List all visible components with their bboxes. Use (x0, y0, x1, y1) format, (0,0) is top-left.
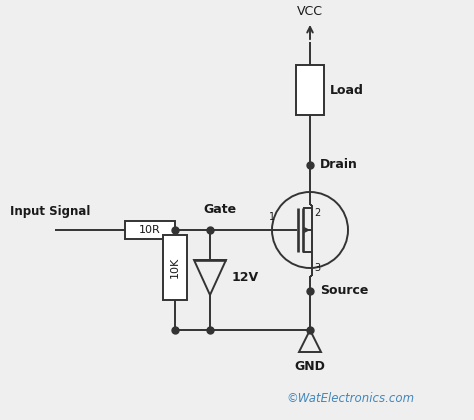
Text: 10K: 10K (170, 257, 180, 278)
Text: 10R: 10R (139, 225, 161, 235)
Bar (163, 235, 187, 300)
Text: VCC: VCC (297, 5, 323, 18)
Text: GND: GND (294, 360, 326, 373)
Text: 1: 1 (269, 212, 275, 222)
Text: Source: Source (320, 284, 368, 297)
Text: Load: Load (330, 84, 364, 97)
Text: 12V: 12V (232, 271, 259, 284)
Text: Gate: Gate (203, 203, 237, 216)
Bar (125, 221, 175, 239)
Text: 3: 3 (314, 263, 320, 273)
Text: 2: 2 (314, 208, 320, 218)
Text: Drain: Drain (320, 158, 358, 171)
Bar (296, 65, 324, 115)
Text: Input Signal: Input Signal (10, 205, 91, 218)
Text: ©WatElectronics.com: ©WatElectronics.com (286, 392, 414, 405)
